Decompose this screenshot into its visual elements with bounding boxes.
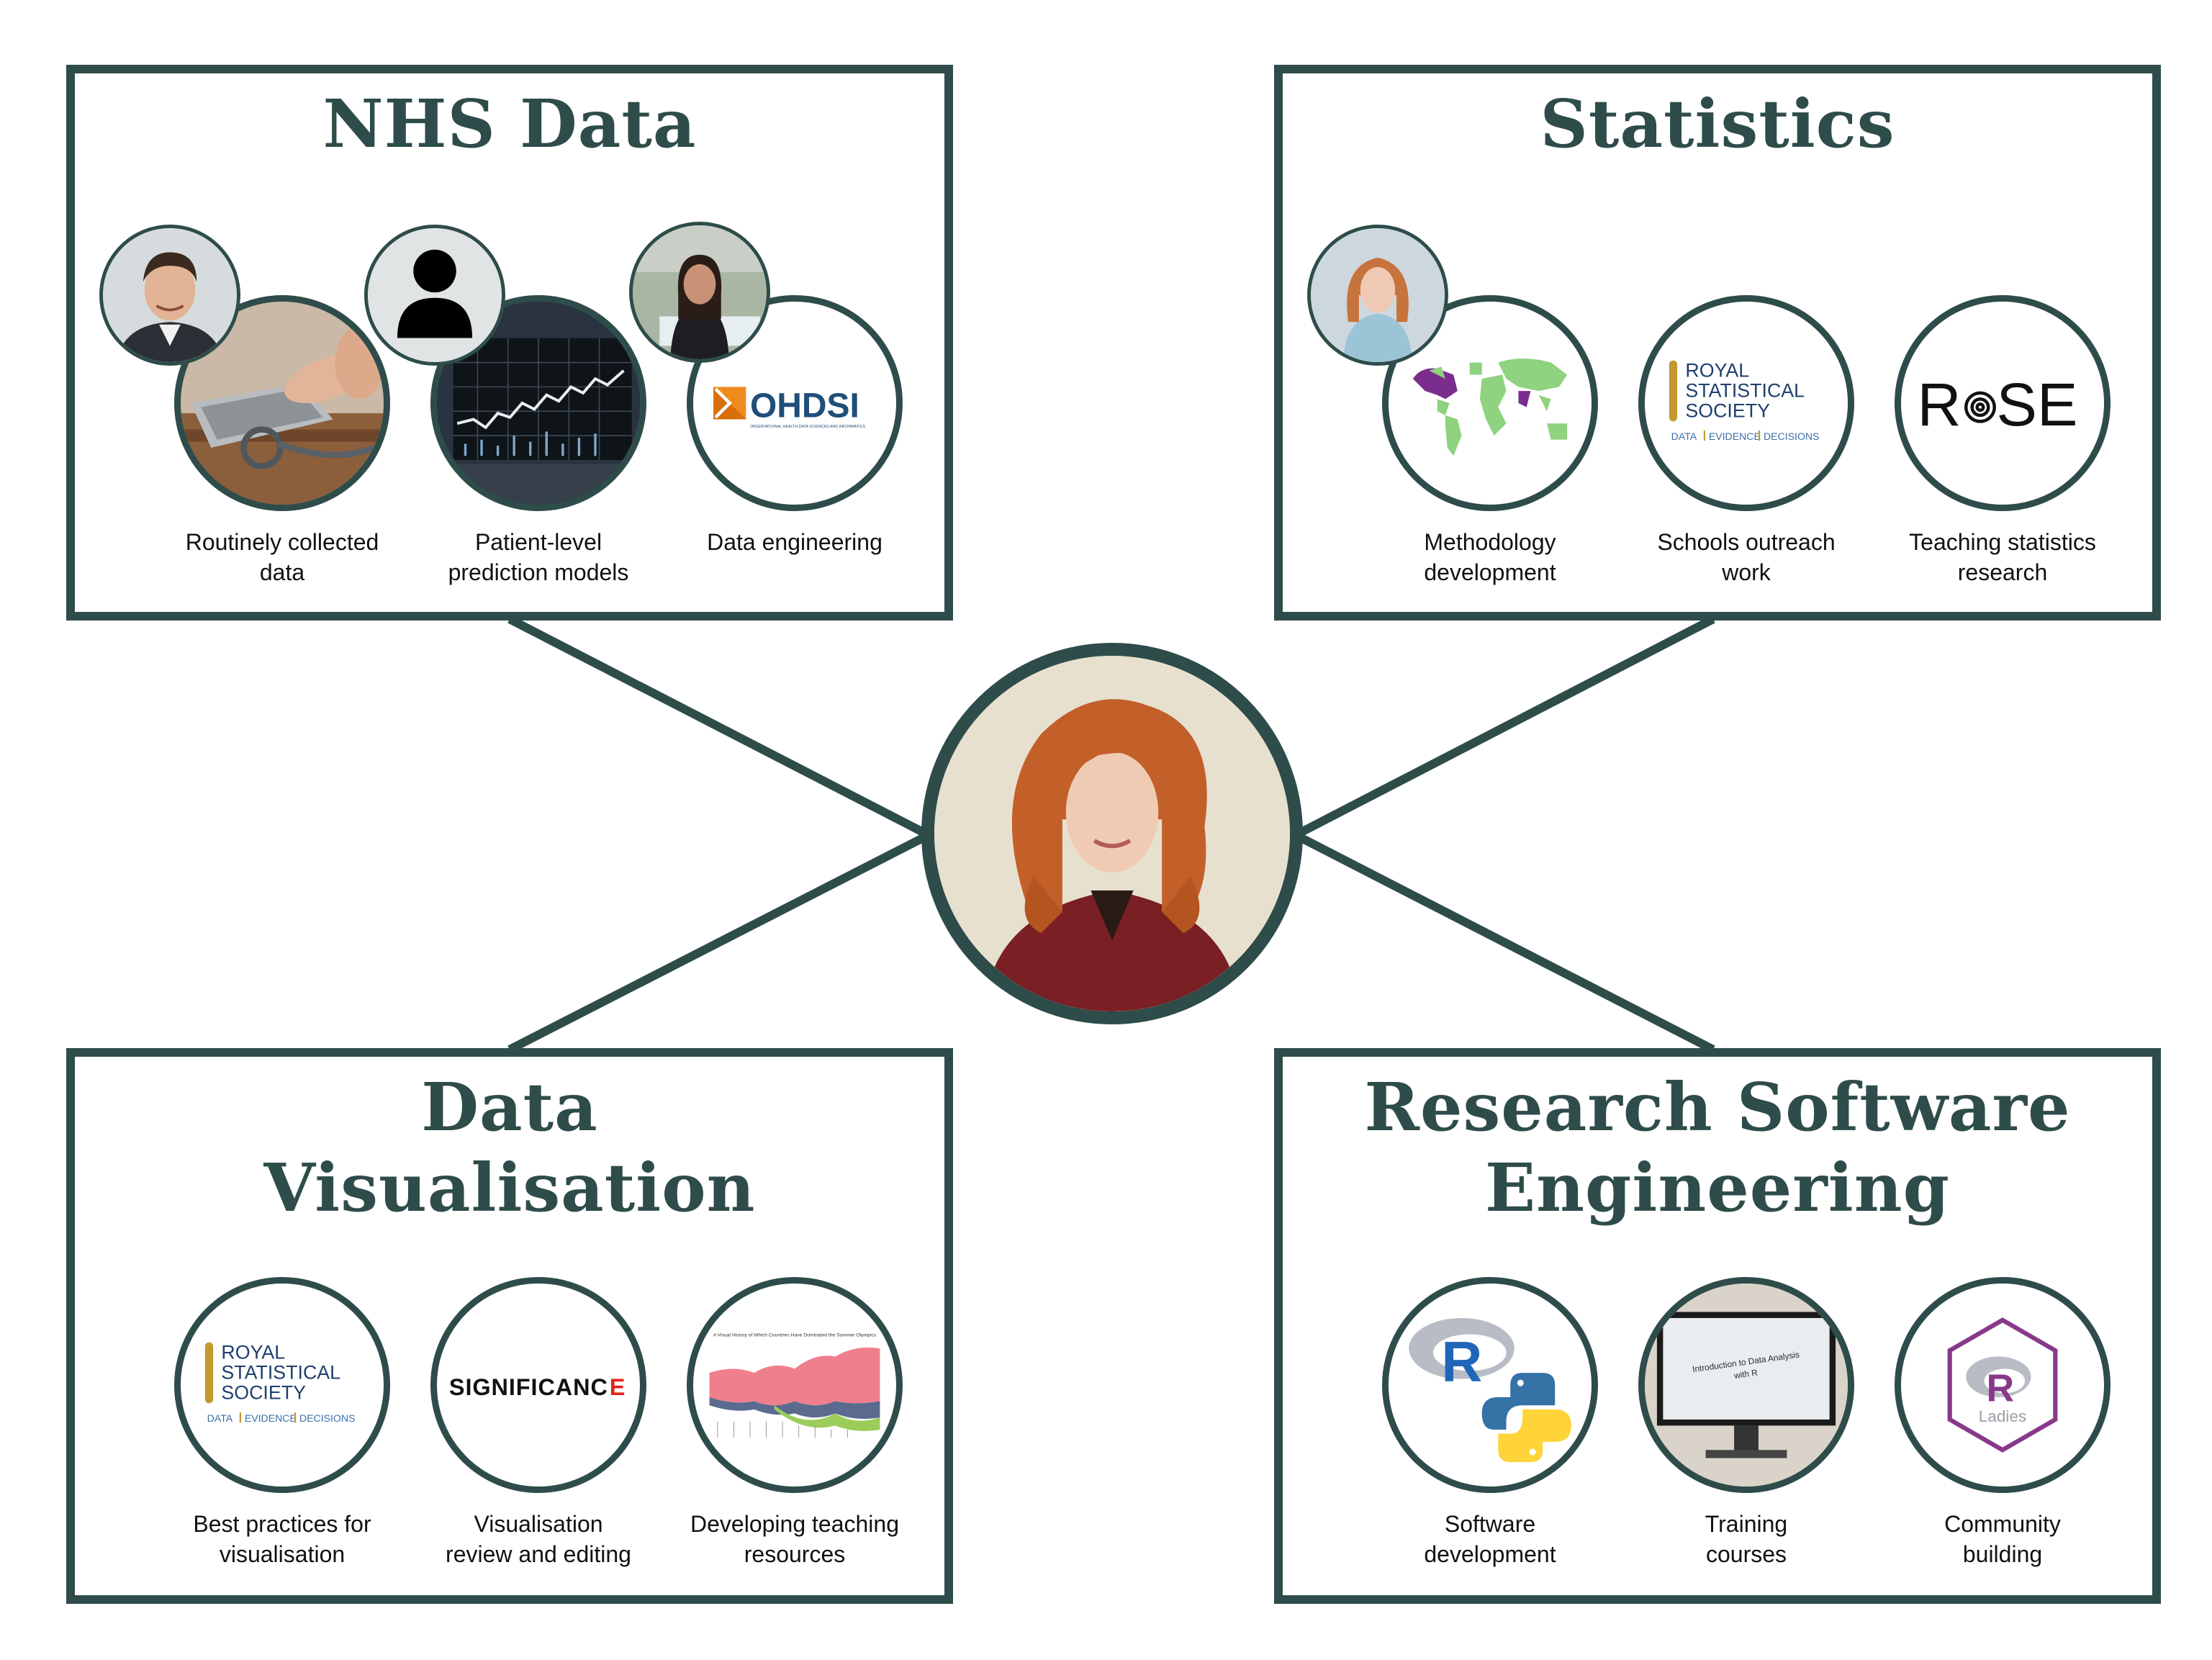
rss-line-3: SOCIETY <box>221 1382 306 1404</box>
profile-avatar-small <box>1307 225 1448 366</box>
caption-line-2: review and editing <box>446 1541 631 1567</box>
ohdsi-name: OHDSI <box>750 387 859 425</box>
item-caption: Methodology development <box>1360 527 1620 587</box>
caption-line-2: development <box>1424 559 1556 585</box>
rose-logo-icon: R SE <box>1895 295 2111 511</box>
rss-line-3: SOCIETY <box>1685 400 1770 422</box>
panel-data-visualisation: Data Visualisation ROYAL STATISTICAL SOC… <box>66 1048 953 1604</box>
panel-title: NHS Data <box>322 85 697 163</box>
placeholder-person-avatar <box>364 225 505 366</box>
rss-line-1: ROYAL <box>1685 359 1749 381</box>
caption-line-1: Methodology <box>1424 529 1556 555</box>
panel-title: Statistics <box>1540 85 1895 163</box>
rss-tag-1: DATA <box>207 1412 233 1424</box>
ohdsi-tagline: OBSERVATIONAL HEALTH DATA SCIENCES AND I… <box>750 425 865 429</box>
caption-line-1: Routinely collected <box>185 529 379 555</box>
panel-title-line-1: Data <box>421 1068 598 1146</box>
ohdsi-logo-icon: OHDSI OBSERVATIONAL HEALTH DATA SCIENCES… <box>687 295 903 511</box>
caption-line-2: development <box>1424 1541 1556 1567</box>
caption-line-1: Schools outreach <box>1657 529 1836 555</box>
python-icon <box>1481 1373 1571 1463</box>
panel-title-line-2: Visualisation <box>263 1149 756 1227</box>
rose-left: R <box>1918 370 1962 438</box>
stream-chart-thumbnail-icon: A Visual History of Which Countries Have… <box>687 1277 903 1493</box>
item-caption: Developing teaching resources <box>665 1509 924 1569</box>
item-caption: Data engineering <box>665 527 924 557</box>
panel-title-line-1: Research Software <box>1364 1068 2071 1146</box>
item-caption: Best practices for visualisation <box>153 1509 412 1569</box>
caption-line-1: Teaching statistics <box>1909 529 2096 555</box>
caption-line-2: visualisation <box>219 1541 346 1567</box>
significance-last-letter: E <box>610 1374 626 1400</box>
laptop-stethoscope-photo-icon <box>174 295 390 511</box>
rladies-logo-icon: R Ladies <box>1895 1277 2111 1493</box>
caption-line-2: prediction models <box>448 559 629 585</box>
portrait-person-icon <box>934 656 1290 1011</box>
connector-dataviz <box>507 831 931 1054</box>
rss-tag-2: EVIDENCE <box>245 1412 297 1424</box>
caption-line-2: courses <box>1705 1541 1787 1567</box>
rss-tag-3: DECISIONS <box>1764 430 1820 442</box>
presentation-screen-photo-icon: Introduction to Data Analysis with R <box>1638 1277 1854 1493</box>
caption-line-1: Data engineering <box>707 529 882 555</box>
central-portrait <box>921 643 1303 1024</box>
stream-chart-title: A Visual History of Which Countries Have… <box>713 1332 877 1338</box>
connector-statistics <box>1294 615 1715 839</box>
r-python-logo-icon: R <box>1382 1277 1598 1493</box>
connector-nhs <box>507 615 931 839</box>
rladies-word: Ladies <box>1979 1407 2026 1425</box>
panel-research-software-engineering: Research Software Engineering R Software… <box>1274 1048 2161 1604</box>
rss-tag-3: DECISIONS <box>299 1412 356 1424</box>
caption-line-2: resources <box>744 1541 846 1567</box>
item-caption: Routinely collected data <box>153 527 412 587</box>
rose-flower-icon <box>1964 391 1996 423</box>
rose-right: SE <box>1997 370 2078 438</box>
rss-tag-1: DATA <box>1671 430 1697 442</box>
item-caption: Training courses <box>1617 1509 1876 1569</box>
significance-logo-icon: SIGNIFICANC E <box>430 1277 646 1493</box>
slide-line-2: with R <box>1733 1368 1758 1381</box>
caption-line-1: Best practices for <box>193 1511 371 1537</box>
rss-line-1: ROYAL <box>221 1341 285 1363</box>
item-caption: Schools outreach work <box>1617 527 1876 587</box>
caption-line-2: research <box>1957 559 2048 585</box>
rladies-letter: R <box>1986 1367 2014 1410</box>
item-caption: Software development <box>1360 1509 1620 1569</box>
caption-line-1: Software <box>1444 1511 1536 1537</box>
panel-title-line-2: Engineering <box>1485 1149 1950 1227</box>
caption-line-1: Patient-level <box>474 529 602 555</box>
panel-nhs-data: NHS Data Routinely collected data <box>66 65 953 621</box>
panel-statistics: Statistics Methodology development <box>1274 65 2161 621</box>
significance-name: SIGNIFICANC <box>449 1374 608 1400</box>
rss-logo-icon: ROYAL STATISTICAL SOCIETY DATA EVIDENCE … <box>1638 295 1854 511</box>
caption-line-2: work <box>1722 559 1771 585</box>
item-caption: Teaching statistics research <box>1873 527 2132 587</box>
rss-line-2: STATISTICAL <box>1685 380 1805 402</box>
caption-line-1: Training <box>1705 1511 1788 1537</box>
rss-logo-icon: ROYAL STATISTICAL SOCIETY DATA EVIDENCE … <box>174 1277 390 1493</box>
caption-line-1: Developing teaching <box>690 1511 899 1537</box>
item-caption: Community building <box>1873 1509 2132 1569</box>
caption-line-1: Community <box>1944 1511 2061 1537</box>
connector-rse <box>1294 831 1715 1054</box>
caption-line-1: Visualisation <box>474 1511 603 1537</box>
item-caption: Patient-level prediction models <box>409 527 668 587</box>
caption-line-2: data <box>259 559 305 585</box>
caption-line-2: building <box>1962 1541 2043 1567</box>
rss-line-2: STATISTICAL <box>221 1362 340 1384</box>
rss-tag-2: EVIDENCE <box>1709 430 1761 442</box>
collaborator-avatar-man <box>99 225 240 366</box>
item-caption: Visualisation review and editing <box>409 1509 668 1569</box>
r-letter: R <box>1441 1330 1482 1393</box>
collaborator-avatar-woman <box>629 222 770 363</box>
